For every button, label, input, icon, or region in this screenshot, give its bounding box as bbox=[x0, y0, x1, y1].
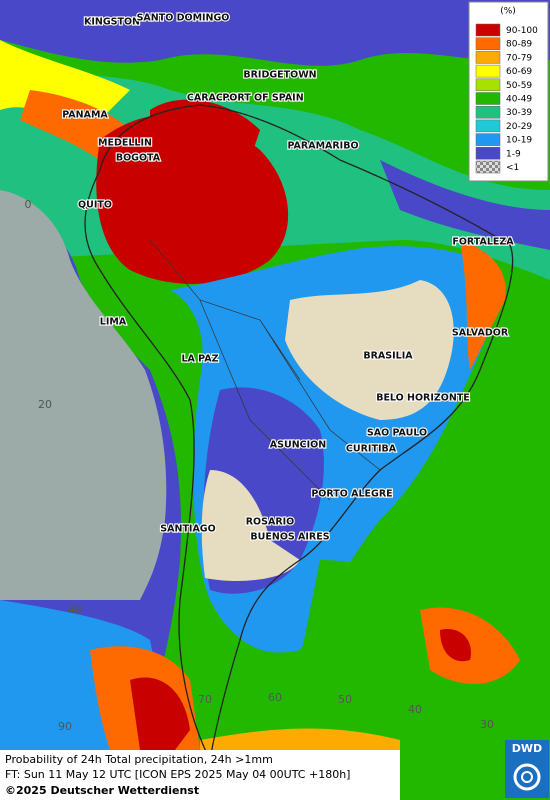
logo-text: DWD bbox=[512, 742, 542, 755]
legend-label: 20-29 bbox=[506, 122, 532, 132]
city: SANTO DOMINGO bbox=[137, 13, 230, 24]
legend-swatch bbox=[475, 78, 501, 92]
legend-label: 40-49 bbox=[506, 95, 532, 105]
city: QUITO bbox=[78, 200, 112, 211]
legend-label: 80-89 bbox=[506, 40, 532, 50]
legend-label: 70-79 bbox=[506, 53, 532, 63]
legend-title: (%) bbox=[500, 7, 516, 17]
copyright: ©2025 Deutscher Wetterdienst bbox=[5, 784, 199, 797]
city: BOGOTA bbox=[116, 153, 161, 164]
lon-label: 70 bbox=[198, 693, 212, 706]
legend: (%) 90-100 80-89 70-79 60-69 50-59 40-49 30-39… bbox=[468, 1, 549, 182]
city: PORTO ALEGRE bbox=[311, 489, 392, 500]
city: CURITIBA bbox=[346, 444, 397, 455]
footer-line: Probability of 24h Total precipitation, … bbox=[5, 753, 273, 766]
legend-swatch bbox=[475, 92, 501, 105]
city: SALVADOR bbox=[452, 328, 509, 339]
coastline bbox=[84, 104, 514, 761]
city: BUENOS AIRES bbox=[250, 532, 329, 543]
footer: Probability of 24h Total precipitation, … bbox=[0, 740, 549, 800]
legend-label: 90-100 bbox=[506, 26, 538, 36]
logo-icon bbox=[513, 763, 541, 791]
city: CARACAS bbox=[187, 93, 237, 104]
city: LIMA bbox=[100, 317, 127, 328]
city-labels: KINGSTON SANTO DOMINGO BRIDGETOWN CARACA… bbox=[61, 11, 515, 543]
lat-label: 40 bbox=[68, 603, 82, 616]
city: MEDELLIN bbox=[98, 138, 152, 149]
lat-label: 20 bbox=[38, 398, 52, 411]
legend-swatch bbox=[475, 133, 501, 146]
legend-label: 30-39 bbox=[506, 108, 532, 118]
legend-label: <1 bbox=[506, 163, 519, 173]
city: BELO HORIZONTE bbox=[376, 393, 470, 404]
lon-label: 30 bbox=[480, 718, 494, 731]
city: LA PAZ bbox=[181, 354, 218, 365]
legend-swatch bbox=[475, 51, 501, 64]
city: FORTALEZA bbox=[452, 237, 514, 248]
city: SAO PAULO bbox=[367, 428, 427, 439]
logo-icon bbox=[521, 771, 533, 783]
legend-label: 1-9 bbox=[506, 149, 521, 159]
city: BRIDGETOWN bbox=[243, 70, 316, 81]
borders bbox=[149, 239, 381, 501]
legend-swatch bbox=[475, 147, 501, 160]
lon-label: 50 bbox=[338, 693, 352, 706]
legend-swatch bbox=[475, 23, 501, 37]
footer-box bbox=[0, 750, 400, 800]
lon-label: 90 bbox=[58, 720, 72, 733]
city: KINGSTON bbox=[84, 17, 140, 28]
city: ASUNCION bbox=[270, 440, 326, 451]
city: PANAMA bbox=[62, 110, 108, 121]
lon-label: 40 bbox=[408, 703, 422, 716]
legend-label: 10-19 bbox=[506, 136, 532, 146]
city: BRASILIA bbox=[363, 351, 413, 362]
legend-swatch bbox=[475, 64, 501, 78]
city: ROSARIO bbox=[246, 517, 295, 528]
legend-swatch bbox=[475, 37, 501, 50]
city: PARAMARIBO bbox=[287, 141, 358, 152]
legend-label: 50-59 bbox=[506, 81, 532, 91]
legend-swatch bbox=[475, 119, 501, 133]
grid-labels: 0 20 40 90 70 60 50 40 30 bbox=[25, 198, 495, 733]
legend-swatch bbox=[475, 105, 501, 119]
legend-label: 60-69 bbox=[506, 67, 532, 77]
city: PORT OF SPAIN bbox=[222, 93, 303, 104]
city: SANTIAGO bbox=[160, 524, 215, 535]
lat-label: 0 bbox=[25, 198, 32, 211]
lon-label: 60 bbox=[268, 691, 282, 704]
footer-line: FT: Sun 11 May 12 UTC [ICON EPS 2025 May… bbox=[5, 768, 350, 781]
legend-swatch bbox=[475, 160, 501, 174]
